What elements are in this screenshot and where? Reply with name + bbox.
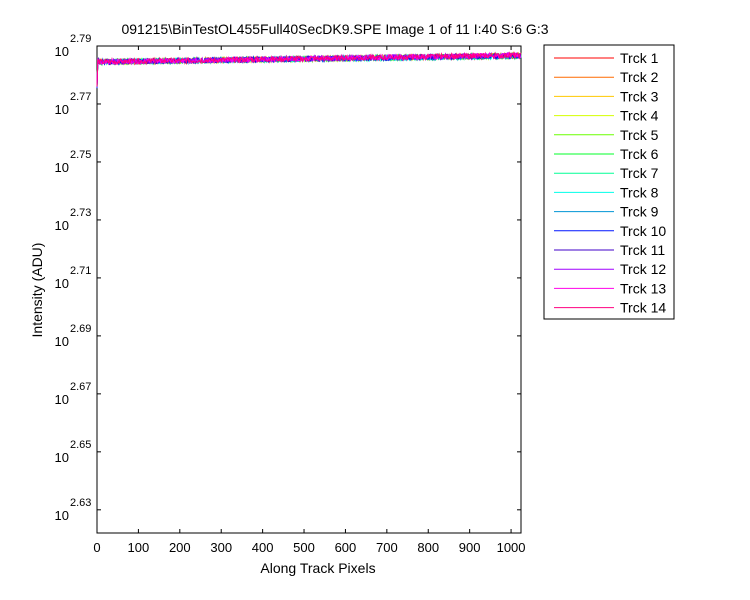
legend-label: Trck 8 (620, 184, 659, 200)
x-tick-label: 500 (293, 540, 315, 555)
y-tick-exponent: 2.71 (70, 265, 91, 277)
y-tick-exponent: 2.73 (70, 207, 91, 219)
x-axis-label: Along Track Pixels (260, 560, 375, 576)
y-tick-exponent: 2.75 (70, 149, 91, 161)
x-tick-label: 100 (128, 540, 150, 555)
legend-label: Trck 9 (620, 204, 659, 220)
y-tick-base: 10 (55, 450, 69, 465)
y-tick-base: 10 (55, 44, 69, 59)
y-tick-exponent: 2.63 (70, 497, 91, 509)
x-tick-label: 0 (93, 540, 100, 555)
plot-area (96, 45, 522, 534)
legend-label: Trck 10 (620, 223, 666, 239)
legend: Trck 1 Trck 2 Trck 3 Trck 4 Trck 5 Trck 6 Trck… (543, 44, 675, 320)
legend-label: Trck 13 (620, 280, 666, 296)
legend-label: Trck 4 (620, 108, 659, 124)
legend-label: Trck 5 (620, 127, 659, 143)
y-tick-exponent: 2.65 (70, 439, 91, 451)
legend-label: Trck 7 (620, 165, 659, 181)
legend-label: Trck 3 (620, 88, 659, 104)
y-tick-base: 10 (55, 160, 69, 175)
y-tick-base: 10 (55, 392, 69, 407)
y-tick-base: 10 (55, 102, 69, 117)
legend-label: Trck 2 (620, 69, 659, 85)
y-tick-exponent: 2.67 (70, 381, 91, 393)
y-axis-label: Intensity (ADU) (29, 243, 45, 338)
x-tick-label: 800 (417, 540, 439, 555)
x-tick-label: 600 (335, 540, 357, 555)
legend-label: Trck 11 (620, 242, 665, 258)
x-tick-label: 700 (376, 540, 398, 555)
series-layer (96, 51, 522, 89)
x-tick-label: 400 (252, 540, 274, 555)
chart-title: 091215\BinTestOL455Full40SecDK9.SPE Imag… (121, 21, 548, 37)
y-tick-exponent: 2.79 (70, 33, 91, 45)
y-tick-exponent: 2.77 (70, 91, 91, 103)
y-tick-base: 10 (55, 334, 69, 349)
legend-box (543, 44, 675, 320)
y-tick-base: 10 (55, 276, 69, 291)
x-axis: 0 100 200 300 400 500 600 700 800 900 1000 (93, 46, 526, 555)
legend-label: Trck 6 (620, 146, 659, 162)
y-axis: 102.63102.65102.67102.69102.71102.73102.… (55, 33, 521, 523)
y-tick-base: 10 (55, 218, 69, 233)
legend-label: Trck 1 (620, 50, 659, 66)
x-tick-label: 300 (210, 540, 232, 555)
series-line-14 (96, 51, 522, 87)
x-tick-label: 1000 (497, 540, 526, 555)
y-tick-exponent: 2.69 (70, 323, 91, 335)
y-tick-base: 10 (55, 508, 69, 523)
legend-label: Trck 14 (620, 300, 666, 316)
x-tick-label: 900 (459, 540, 481, 555)
legend-label: Trck 12 (620, 261, 666, 277)
x-tick-label: 200 (169, 540, 191, 555)
